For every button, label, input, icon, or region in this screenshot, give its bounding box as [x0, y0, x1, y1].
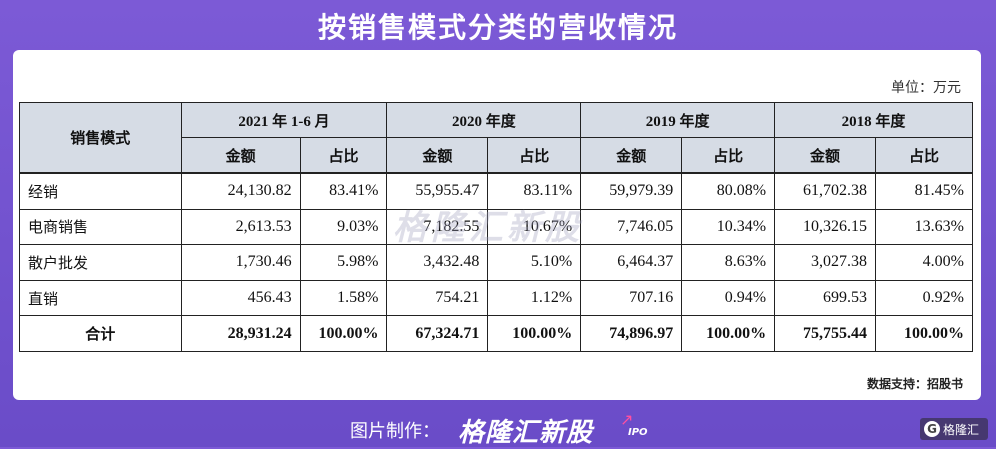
subheader-amount: 金额 [580, 137, 683, 174]
amount-cell: 2,613.53 [180, 208, 301, 246]
amount-cell: 61,702.38 [774, 171, 876, 210]
table-body: 经销 24,130.82 83.41% 55,955.47 83.11% 59,979.3… [19, 171, 973, 352]
row-label: 散户批发 [19, 244, 182, 281]
ratio-cell: 81.45% [875, 171, 973, 210]
header-period-2018: 2018 年度 [774, 102, 973, 138]
logo-text: 格隆汇 [943, 423, 980, 437]
footer-ipo: IPO [628, 427, 648, 438]
header-period-2021h1: 2021 年 1-6 月 [180, 102, 388, 138]
subheader-ratio: 占比 [875, 137, 973, 174]
ratio-cell: 80.08% [681, 171, 776, 210]
footer-made-by: 图片制作： [350, 421, 440, 442]
ratio-cell: 10.67% [487, 208, 582, 246]
ratio-cell: 1.12% [487, 279, 582, 317]
amount-cell: 1,730.46 [180, 244, 301, 281]
ratio-cell: 100.00% [875, 315, 973, 352]
ratio-cell: 9.03% [299, 208, 388, 246]
row-label: 电商销售 [19, 208, 182, 246]
amount-cell: 67,324.71 [386, 315, 489, 352]
page-title: 按销售模式分类的营收情况 [317, 11, 678, 44]
amount-cell: 10,326.15 [774, 208, 876, 246]
header-sales-mode: 销售模式 [19, 102, 182, 174]
ratio-cell: 83.41% [299, 171, 388, 210]
logo-mark-icon: G [924, 421, 940, 437]
ratio-cell: 100.00% [487, 315, 582, 352]
amount-cell: 55,955.47 [386, 171, 489, 210]
total-label: 合计 [19, 315, 182, 352]
amount-cell: 74,896.97 [580, 315, 683, 352]
ratio-cell: 10.34% [681, 208, 776, 246]
table-row: 电商销售 2,613.53 9.03% 7,182.55 10.67% 7,746.05 1… [19, 208, 973, 246]
subheader-amount: 金额 [386, 137, 489, 174]
amount-cell: 28,931.24 [180, 315, 301, 352]
table-row: 散户批发 1,730.46 5.98% 3,432.48 5.10% 6,464.37 8.… [19, 244, 973, 281]
gelonghui-logo: G 格隆汇 [920, 418, 988, 440]
revenue-table: 销售模式 2021 年 1-6 月 2020 年度 2019 年度 2018 年… [19, 102, 973, 352]
amount-cell: 754.21 [386, 279, 489, 317]
subheader-amount: 金额 [774, 137, 876, 174]
ratio-cell: 8.63% [681, 244, 776, 281]
amount-cell: 699.53 [774, 279, 876, 317]
ratio-cell: 4.00% [875, 244, 973, 281]
ratio-cell: 100.00% [681, 315, 776, 352]
amount-cell: 3,027.38 [774, 244, 876, 281]
amount-cell: 75,755.44 [774, 315, 876, 352]
amount-cell: 24,130.82 [180, 171, 301, 210]
subheader-ratio: 占比 [681, 137, 776, 174]
ratio-cell: 0.94% [681, 279, 776, 317]
row-label: 经销 [19, 171, 182, 210]
ratio-cell: 5.10% [487, 244, 582, 281]
amount-cell: 456.43 [180, 279, 301, 317]
row-label: 直销 [19, 279, 182, 317]
amount-cell: 7,182.55 [386, 208, 489, 246]
subheader-row: 金额 占比 金额 占比 金额 占比 金额 占比 [20, 137, 973, 174]
ratio-cell: 100.00% [299, 315, 388, 352]
source-note: 数据支持：招股书 [866, 377, 963, 391]
amount-cell: 707.16 [580, 279, 683, 317]
subheader-ratio: 占比 [299, 137, 388, 174]
subheader-ratio: 占比 [487, 137, 582, 174]
header-period-2019: 2019 年度 [580, 102, 776, 138]
footer: 图片制作： 格隆汇新股 ↗ IPO G 格隆汇 [0, 408, 996, 448]
header-period-2020: 2020 年度 [386, 102, 582, 138]
table-row: 经销 24,130.82 83.41% 55,955.47 83.11% 59,979.3… [19, 171, 973, 210]
subheader-amount: 金额 [180, 137, 301, 174]
amount-cell: 59,979.39 [580, 171, 683, 210]
ratio-cell: 13.63% [875, 208, 973, 246]
ratio-cell: 5.98% [299, 244, 388, 281]
table-row: 直销 456.43 1.58% 754.21 1.12% 707.16 0.94% 699.5… [19, 279, 973, 317]
ratio-cell: 0.92% [875, 279, 973, 317]
amount-cell: 6,464.37 [580, 244, 683, 281]
amount-cell: 7,746.05 [580, 208, 683, 246]
amount-cell: 3,432.48 [386, 244, 489, 281]
unit-label: 单位：万元 [891, 80, 961, 96]
ratio-cell: 83.11% [487, 171, 582, 210]
trend-arrow-icon: ↗ [620, 410, 634, 429]
footer-brand: 格隆汇新股 [458, 418, 594, 448]
content-panel: 单位：万元 销售模式 2021 年 1-6 月 2020 年度 2019 年度 … [13, 50, 981, 400]
ratio-cell: 1.58% [299, 279, 388, 317]
table-total-row: 合计 28,931.24 100.00% 67,324.71 100.00% 74,896… [19, 315, 973, 352]
